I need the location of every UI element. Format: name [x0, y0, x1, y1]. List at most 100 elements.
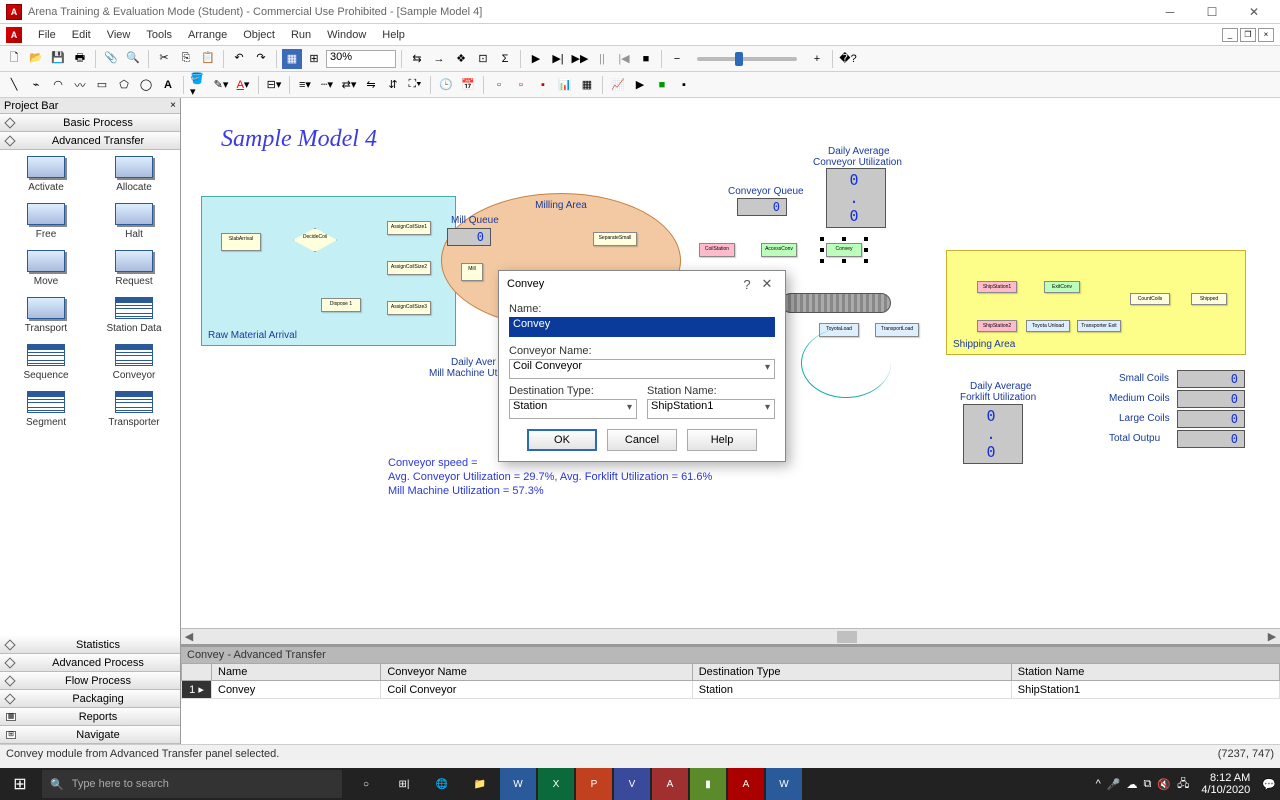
block-countcoils[interactable]: CountCoils	[1130, 293, 1170, 305]
word2-icon[interactable]: W	[766, 768, 802, 800]
tool-a[interactable]: ⇆	[407, 49, 427, 69]
paste-icon[interactable]: 📋	[198, 49, 218, 69]
ok-button[interactable]: OK	[527, 429, 597, 451]
visio-icon[interactable]: V	[614, 768, 650, 800]
module-segment[interactable]: Segment	[11, 391, 81, 428]
tool-d[interactable]: ⊡	[473, 49, 493, 69]
polyline-icon[interactable]: ⌁	[26, 75, 46, 95]
menu-arrange[interactable]: Arrange	[180, 29, 235, 41]
help-icon[interactable]: �?	[838, 49, 858, 69]
module-activate[interactable]: Activate	[11, 156, 81, 193]
cut-icon[interactable]: ✂	[154, 49, 174, 69]
dialog-help-icon[interactable]: ?	[737, 277, 757, 292]
mdi-minimize-button[interactable]: _	[1222, 28, 1238, 42]
canvas-hscroll[interactable]: ◀▶	[181, 628, 1280, 644]
tray-volume-icon[interactable]: 🔇	[1157, 778, 1171, 791]
dash-icon[interactable]: ┄▾	[317, 75, 337, 95]
copy-icon[interactable]: ⎘	[176, 49, 196, 69]
step-start-icon[interactable]: |◀	[614, 49, 634, 69]
v-flip-icon[interactable]: ⇵	[383, 75, 403, 95]
row-header[interactable]: 1 ▸	[182, 681, 212, 699]
word-icon[interactable]: W	[500, 768, 536, 800]
block-shipstation2[interactable]: ShipStation2	[977, 320, 1017, 332]
tree2-icon[interactable]: ▶	[630, 75, 650, 95]
block-separatesmall[interactable]: SeparateSmall	[593, 232, 637, 246]
speed-plus-icon[interactable]: +	[807, 49, 827, 69]
print-icon[interactable]: 🖶	[70, 49, 90, 69]
module-conveyor[interactable]: Conveyor	[99, 344, 169, 381]
panel-packaging[interactable]: Packaging	[0, 690, 180, 708]
menu-object[interactable]: Object	[235, 29, 283, 41]
menu-tools[interactable]: Tools	[138, 29, 180, 41]
chart-icon[interactable]: ▮	[690, 768, 726, 800]
menu-view[interactable]: View	[99, 29, 139, 41]
module-transport[interactable]: Transport	[11, 297, 81, 334]
block-transporter-exit[interactable]: Transporter Exit	[1077, 320, 1121, 332]
entity-icon[interactable]: ▦	[577, 75, 597, 95]
module-free[interactable]: Free	[11, 203, 81, 240]
taskbar-search[interactable]: 🔍 Type here to search	[42, 770, 342, 798]
snap-icon[interactable]: ⊞	[304, 49, 324, 69]
mdi-restore-button[interactable]: ❐	[1240, 28, 1256, 42]
block-mill[interactable]: Mill	[461, 263, 483, 281]
name-field[interactable]: Convey	[509, 317, 775, 337]
global-icon[interactable]: ▪	[674, 75, 694, 95]
ppt-icon[interactable]: P	[576, 768, 612, 800]
text-color-icon[interactable]: A▾	[233, 75, 253, 95]
tray-wifi-icon[interactable]: 🖧	[1177, 775, 1189, 794]
save-icon[interactable]: 💾	[48, 49, 68, 69]
fill-icon[interactable]: 🪣▾	[189, 75, 209, 95]
redo-icon[interactable]: ↷	[251, 49, 271, 69]
column-header[interactable]: Station Name	[1011, 664, 1279, 681]
block-dispose-1[interactable]: Dispose 1	[321, 298, 361, 312]
line-color-icon[interactable]: ✎▾	[211, 75, 231, 95]
pause-icon[interactable]: ||	[592, 49, 612, 69]
module-transporter[interactable]: Transporter	[99, 391, 169, 428]
bezier-icon[interactable]: 〰	[70, 75, 90, 95]
date-icon[interactable]: 📅	[458, 75, 478, 95]
block-transportload[interactable]: TransportLoad	[875, 323, 919, 337]
step-end-icon[interactable]: ▶|	[548, 49, 568, 69]
start-button[interactable]: ⊞	[0, 768, 40, 800]
block-assigncoilsize2[interactable]: AssignCoilSize2	[387, 261, 431, 275]
access-icon[interactable]: A	[652, 768, 688, 800]
plot-icon[interactable]: 📊	[555, 75, 575, 95]
arena-icon[interactable]: A	[728, 768, 764, 800]
chrome-icon[interactable]: 🌐	[424, 768, 460, 800]
speed-slider[interactable]	[697, 57, 797, 61]
close-button[interactable]: ✕	[1234, 1, 1274, 23]
tray-dropbox-icon[interactable]: ⧉	[1144, 778, 1152, 791]
line-style-icon[interactable]: ≡▾	[295, 75, 315, 95]
project-bar-close-icon[interactable]: ×	[170, 100, 176, 111]
chart2-icon[interactable]: 📈	[608, 75, 628, 95]
tool-e[interactable]: Σ	[495, 49, 515, 69]
block-convey[interactable]: Convey	[826, 243, 862, 257]
hist-icon[interactable]: ▪	[533, 75, 553, 95]
cell[interactable]: Station	[692, 681, 1011, 699]
ellipse-icon[interactable]: ◯	[136, 75, 156, 95]
menu-run[interactable]: Run	[283, 29, 319, 41]
panel-basic-process[interactable]: Basic Process	[0, 114, 180, 132]
h-flip-icon[interactable]: ⇋	[361, 75, 381, 95]
conveyor-name-combo[interactable]: Coil Conveyor	[509, 359, 775, 379]
attach-icon[interactable]: 📎	[101, 49, 121, 69]
maximize-button[interactable]: ☐	[1192, 1, 1232, 23]
column-header[interactable]: Destination Type	[692, 664, 1011, 681]
excel-icon[interactable]: X	[538, 768, 574, 800]
undo-icon[interactable]: ↶	[229, 49, 249, 69]
zoom-select[interactable]: 30%	[326, 50, 396, 68]
var-icon[interactable]: ▫	[489, 75, 509, 95]
taskbar-clock[interactable]: 8:12 AM4/10/2020	[1195, 772, 1256, 796]
tray-chevron-icon[interactable]: ^	[1096, 778, 1101, 790]
cancel-button[interactable]: Cancel	[607, 429, 677, 451]
new-icon[interactable]: 🗋	[4, 49, 24, 69]
tool-b[interactable]: →	[429, 49, 449, 69]
panel-navigate[interactable]: ⊞Navigate	[0, 726, 180, 744]
tray-cloud-icon[interactable]: ☁	[1127, 778, 1138, 791]
module-move[interactable]: Move	[11, 250, 81, 287]
line-icon[interactable]: ╲	[4, 75, 24, 95]
rect-icon[interactable]: ▭	[92, 75, 112, 95]
menu-edit[interactable]: Edit	[64, 29, 99, 41]
arrow-icon[interactable]: ⇄▾	[339, 75, 359, 95]
block-assigncoilsize1[interactable]: AssignCoilSize1	[387, 221, 431, 235]
